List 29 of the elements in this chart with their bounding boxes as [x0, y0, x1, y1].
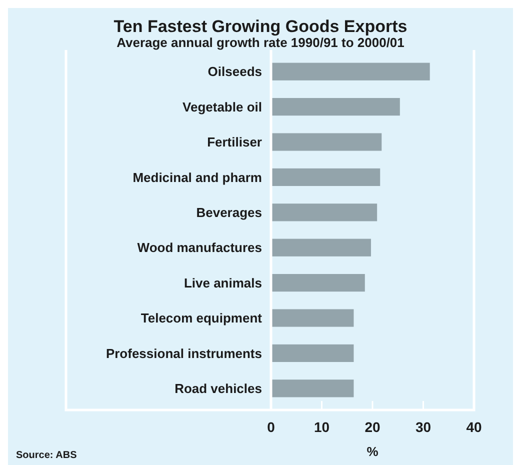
bar — [271, 98, 400, 116]
y-tick-label: Wood manufactures — [137, 240, 262, 256]
bar — [271, 204, 378, 222]
bar — [271, 133, 382, 151]
bar — [271, 274, 365, 292]
y-tick-label: Professional instruments — [106, 346, 262, 361]
y-tick-label: Live animals — [184, 275, 262, 290]
y-tick-label: Telecom equipment — [140, 310, 263, 326]
x-tick-label: 10 — [314, 419, 330, 435]
chart-subtitle: Average annual growth rate 1990/91 to 2000/01 — [116, 35, 404, 50]
x-axis-title: % — [366, 444, 379, 459]
bar — [271, 168, 380, 186]
bar — [271, 238, 371, 256]
bar — [271, 309, 354, 327]
x-tick-label: 30 — [415, 419, 432, 435]
bar — [271, 344, 354, 362]
chart-title: Ten Fastest Growing Goods Exports — [114, 17, 408, 36]
bar — [271, 62, 430, 80]
y-tick-label: Road vehicles — [174, 380, 262, 396]
bar — [271, 380, 354, 398]
y-tick-label: Beverages — [196, 204, 262, 220]
y-tick-label: Medicinal and pharm — [132, 170, 262, 185]
y-tick-label: Fertiliser — [207, 134, 262, 150]
source-note: Source: ABS — [16, 450, 78, 461]
x-tick-label: 0 — [267, 419, 276, 435]
x-tick-label: 40 — [466, 419, 482, 435]
y-tick-label: Vegetable oil — [182, 99, 262, 114]
x-tick-label: 20 — [364, 419, 380, 435]
y-tick-label: Oilseeds — [208, 64, 262, 80]
